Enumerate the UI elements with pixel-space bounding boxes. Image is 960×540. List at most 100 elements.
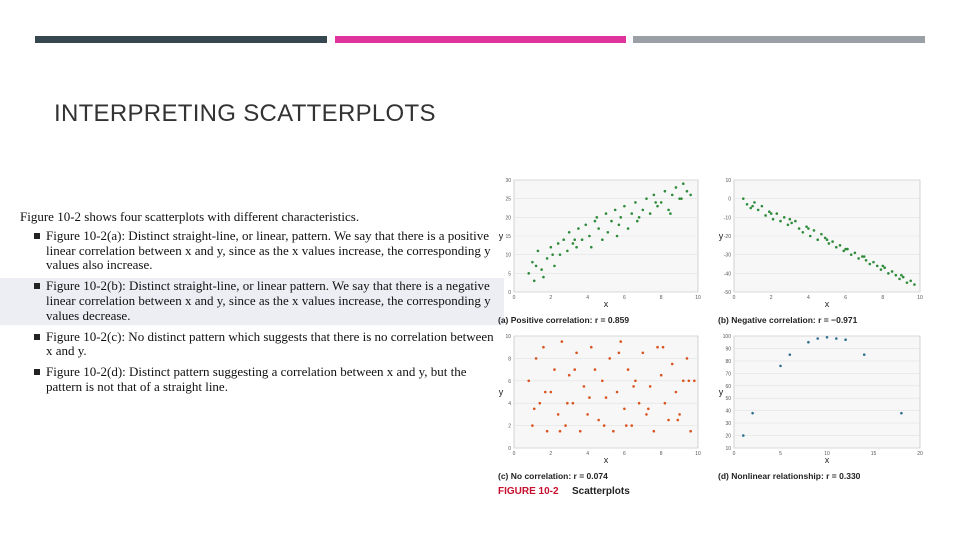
panel-c-data-point [685, 357, 689, 360]
panel-c-data-point [648, 385, 652, 388]
panel-a-data-point [584, 223, 588, 227]
panel-c-data-point [634, 379, 637, 383]
panel-b-y-tick-label: -20 [724, 234, 731, 240]
panel-d-y-tick-label: 60 [725, 384, 731, 390]
bullet-item: Figure 10-2(c): No distinct pattern whic… [18, 329, 496, 360]
panel-c-data-point [553, 368, 556, 371]
panel-c-data-point [542, 345, 545, 349]
panel-a-x-tick-label: 8 [660, 295, 663, 301]
panel-a-data-point [558, 253, 562, 256]
panel-a-data-point [630, 212, 634, 215]
panel-b-data-point [751, 204, 754, 208]
description-text: Figure 10-2 shows four scatterplots with… [0, 209, 504, 401]
panel-a-data-point [619, 216, 623, 219]
panel-a-data-point [680, 197, 683, 200]
panel-a-x-axis-label: x [604, 299, 609, 309]
panel-b-data-point [788, 217, 792, 221]
panel-c-data-point [589, 345, 593, 349]
panel-b-data-point [775, 212, 779, 215]
panel-d-y-tick-label: 80 [725, 359, 731, 365]
panel-c-data-point [566, 401, 569, 405]
panel-a-data-point [534, 264, 538, 268]
panel-d-data-point [900, 411, 903, 415]
panel-b-data-point [849, 253, 853, 256]
panel-c-data-point [676, 418, 680, 422]
panel-b-x-tick-label: 0 [733, 295, 736, 301]
panel-b-y-tick-label: 10 [725, 178, 731, 184]
panel-c-data-point [538, 401, 542, 405]
panel-a-data-point [648, 212, 652, 215]
figure-caption-label: FIGURE 10-2 [498, 486, 559, 497]
panel-d-data-point [816, 337, 819, 340]
bullet-item: Figure 10-2(d): Distinct pattern suggest… [18, 364, 496, 395]
panel-c-y-tick-label: 4 [508, 401, 511, 407]
panel-b-data-point [887, 272, 890, 275]
header-bar-dark [35, 36, 327, 43]
panel-d-data-point [807, 340, 810, 344]
panel-c-data-point [578, 429, 582, 433]
panel-b-data-point [894, 273, 898, 277]
panel-a-x-tick-label: 4 [586, 295, 589, 301]
panel-b-data-point [805, 225, 808, 228]
panel-c-data-point [645, 413, 648, 416]
panel-b-data-point [838, 244, 842, 247]
panel-c-data-point [617, 351, 621, 355]
panel-c-data-point [588, 396, 591, 399]
panel-c-x-tick-label: 6 [623, 451, 626, 457]
panel-a-data-point [571, 242, 575, 245]
panel-b-data-point [760, 204, 764, 208]
panel-c-data-point [661, 345, 665, 349]
panel-c-data-point [615, 390, 619, 394]
panel-a-y-tick-label: 5 [508, 271, 511, 277]
panel-a-x-tick-label: 6 [623, 295, 626, 301]
panel-a-data-point [531, 260, 534, 264]
header-bar-gray [633, 36, 925, 43]
panel-c-data-point [630, 424, 634, 427]
panel-a-data-point [689, 193, 692, 197]
panel-b-x-tick-label: 2 [770, 295, 773, 301]
panel-a-data-point [678, 197, 681, 200]
panel-a-data-point [580, 238, 584, 242]
panel-c-data-point [527, 379, 531, 383]
bullet-item: Figure 10-2(b): Distinct straight-line, … [0, 278, 504, 325]
panel-a-data-point [577, 227, 580, 230]
panel-b-data-point [864, 258, 868, 262]
panel-d-x-axis-label: x [825, 455, 830, 465]
panel-a-data-point [610, 219, 613, 223]
panel-b-data-point [827, 242, 831, 245]
square-bullet-icon [34, 369, 40, 376]
panel-c-data-point [619, 340, 623, 343]
panel-b-data-point [868, 262, 872, 266]
panel-b-data-point [846, 247, 849, 251]
panel-c-x-tick-label: 8 [660, 451, 663, 457]
panel-a-y-tick-label: 15 [505, 234, 511, 240]
slide-title: INTERPRETING SCATTERPLOTS [54, 100, 436, 127]
panel-d-caption: (d) Nonlinear relationship: r = 0.330 [718, 471, 861, 481]
panel-b-data-point [883, 266, 886, 270]
panel-b-data-point [794, 219, 797, 223]
panel-c-data-point [573, 368, 577, 371]
panel-c-x-tick-label: 4 [586, 451, 589, 457]
panel-a-data-point [641, 208, 645, 212]
panel-d-x-tick-label: 0 [733, 451, 736, 457]
panel-a-data-point [652, 193, 656, 197]
panel-d-x-tick-label: 20 [917, 451, 923, 457]
panel-b-data-point [909, 279, 912, 283]
panel-a-data-point [536, 249, 540, 253]
panel-b-x-tick-label: 8 [881, 295, 884, 301]
panel-c-data-point [556, 413, 560, 416]
panel-c-x-tick-label: 10 [695, 451, 701, 457]
panel-a-data-point [542, 275, 545, 279]
panel-a-x-tick-label: 10 [695, 295, 701, 301]
panel-b-y-tick-label: 0 [728, 197, 731, 203]
panel-c-data-point [531, 424, 534, 427]
panel-b-data-point [756, 208, 760, 212]
panel-a-data-point [527, 272, 531, 275]
panel-a-caption: (a) Positive correlation: r = 0.859 [498, 315, 629, 325]
panel-a-data-point [545, 257, 549, 260]
panel-d-data-point [844, 338, 847, 342]
panel-c-data-point [545, 429, 549, 433]
square-bullet-icon [34, 232, 40, 239]
panel-c-data-point [681, 379, 685, 383]
panel-d-y-tick-label: 40 [725, 409, 731, 415]
